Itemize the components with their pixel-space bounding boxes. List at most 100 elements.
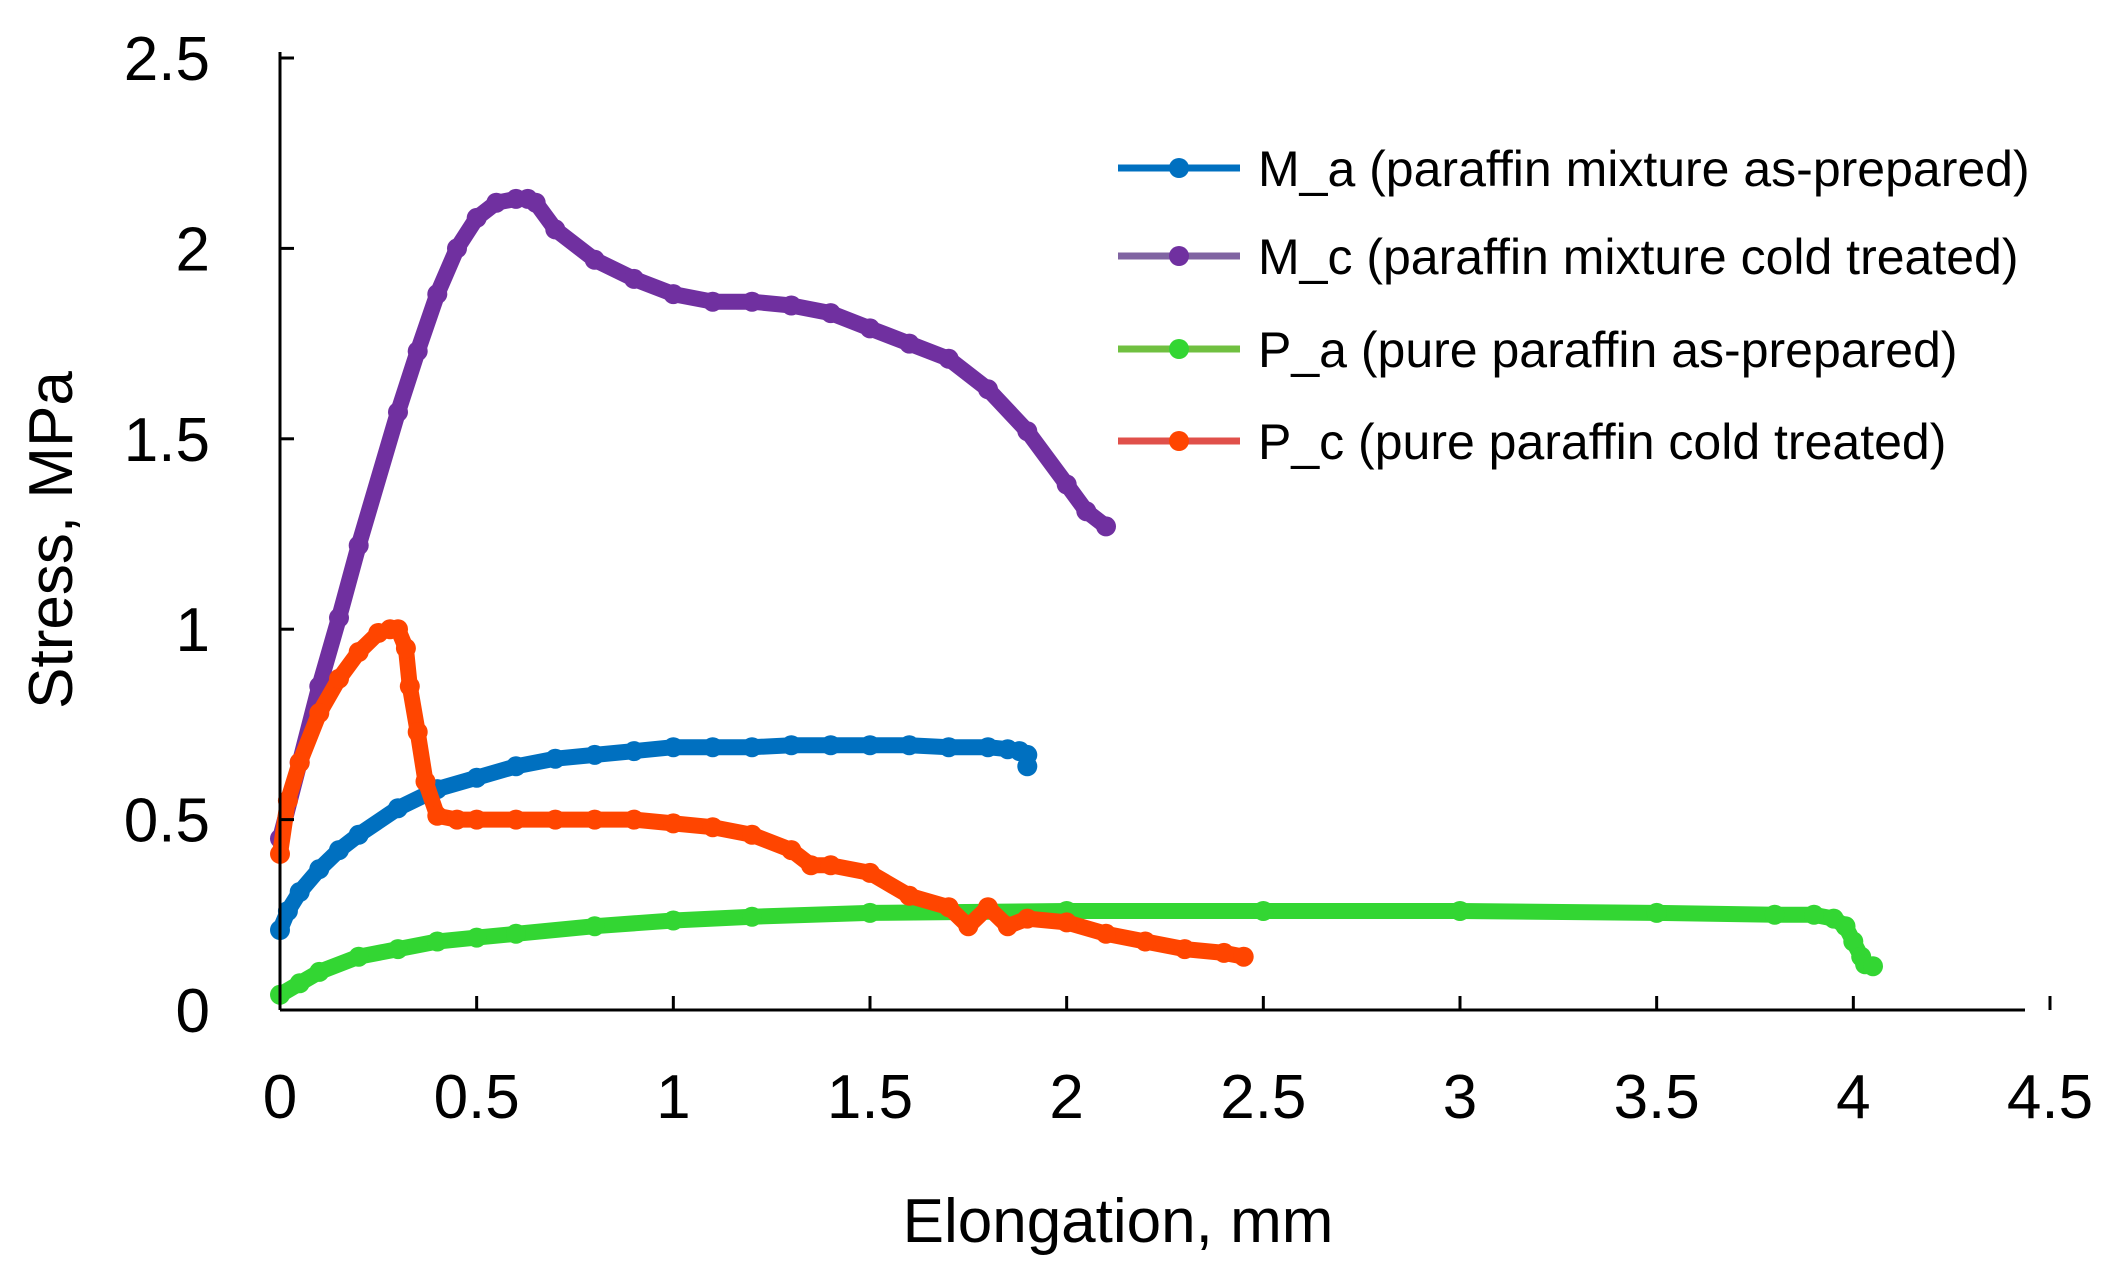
data-point-p-c xyxy=(1214,942,1234,963)
data-point-m-c xyxy=(624,268,644,289)
data-point-p-c xyxy=(584,809,605,830)
data-point-p-c xyxy=(997,916,1018,937)
x-tick-label: 4 xyxy=(1836,1063,1870,1132)
legend-label-p-c: P_c (pure paraffin cold treated) xyxy=(1258,414,1946,470)
data-point-m-a xyxy=(329,840,349,861)
data-point-m-a xyxy=(624,741,644,762)
data-point-p-c xyxy=(624,809,644,830)
legend-marker-m-c xyxy=(1169,246,1189,266)
data-point-m-a xyxy=(1017,756,1038,777)
data-point-m-a xyxy=(663,737,684,758)
x-tick-label: 3 xyxy=(1443,1063,1477,1132)
data-point-p-c xyxy=(277,790,298,811)
data-point-m-c xyxy=(525,192,546,213)
data-point-m-c xyxy=(486,192,507,213)
data-point-m-c xyxy=(388,402,408,423)
data-point-m-a xyxy=(388,798,408,819)
data-point-p-a xyxy=(742,906,762,927)
data-point-p-c xyxy=(395,638,416,659)
data-point-m-a xyxy=(506,756,526,777)
x-tick-label: 0 xyxy=(263,1063,297,1132)
data-point-p-a xyxy=(1835,916,1856,937)
data-point-p-c xyxy=(399,676,420,697)
data-point-m-c xyxy=(407,341,428,362)
data-point-p-a xyxy=(1804,904,1824,925)
data-point-m-c xyxy=(447,238,467,259)
ticks-layer: 0 0.5 1 1.5 2 2.5 3 3.5 4 4.5 0 0.5 1 1.5 2 2.5 xyxy=(124,25,2093,1132)
data-point-m-c xyxy=(702,291,723,312)
legend-label-p-a: P_a (pure paraffin as-prepared) xyxy=(1258,322,1958,378)
data-point-m-a xyxy=(466,767,487,788)
data-point-p-a xyxy=(309,961,330,982)
data-point-m-a xyxy=(742,737,762,758)
data-point-p-c xyxy=(1056,912,1077,933)
data-point-p-a xyxy=(1764,904,1785,925)
data-point-p-c xyxy=(447,809,467,830)
data-point-p-a xyxy=(289,973,310,994)
data-point-p-a xyxy=(584,916,605,937)
data-point-m-c xyxy=(545,219,566,240)
data-point-m-c xyxy=(781,295,802,316)
data-point-p-c xyxy=(978,897,998,918)
data-point-m-c xyxy=(348,535,369,556)
data-point-p-a xyxy=(663,910,684,931)
x-tick-label: 1 xyxy=(656,1063,690,1132)
data-point-p-a xyxy=(388,939,408,960)
data-point-p-c xyxy=(388,619,408,640)
data-point-p-a xyxy=(348,946,369,967)
data-point-m-c xyxy=(938,348,959,369)
data-point-p-c xyxy=(407,722,428,742)
data-point-p-a xyxy=(506,923,526,944)
x-tick-label: 1.5 xyxy=(827,1063,913,1132)
y-tick-label: 0.5 xyxy=(124,787,210,856)
data-point-m-a xyxy=(820,735,841,756)
data-point-m-a xyxy=(309,859,330,880)
data-point-m-a xyxy=(584,744,605,765)
data-point-m-c xyxy=(978,379,998,400)
series-p-c xyxy=(270,619,1254,967)
data-point-m-c xyxy=(427,284,448,305)
data-point-p-c xyxy=(329,668,349,689)
data-point-m-c xyxy=(663,284,684,305)
legend-marker-p-a xyxy=(1169,339,1189,359)
data-point-m-a xyxy=(781,735,802,756)
data-point-p-c xyxy=(348,642,369,662)
data-point-m-a xyxy=(545,748,566,769)
series-p-a xyxy=(270,901,1883,1005)
data-point-m-a xyxy=(348,824,369,845)
data-point-p-c xyxy=(1174,939,1195,960)
data-point-p-a xyxy=(1253,901,1274,921)
data-point-p-c xyxy=(958,916,979,937)
data-point-m-a xyxy=(978,737,998,758)
legend-marker-m-a xyxy=(1169,158,1189,178)
legend-label-m-a: M_a (paraffin mixture as-prepared) xyxy=(1258,141,2030,197)
data-point-m-a xyxy=(899,735,920,756)
axes xyxy=(278,52,2025,1012)
data-point-m-c xyxy=(1096,516,1116,537)
y-tick-label: 1 xyxy=(176,596,210,665)
data-point-m-c xyxy=(742,291,762,312)
data-point-p-c xyxy=(742,824,762,845)
data-point-p-c xyxy=(801,855,821,876)
data-point-p-a xyxy=(1843,931,1864,952)
data-point-p-c xyxy=(506,809,526,830)
data-point-p-a xyxy=(1646,902,1667,923)
legend-marker-p-c xyxy=(1169,431,1189,451)
data-point-m-a xyxy=(860,735,880,756)
legend-item-m-a: M_a (paraffin mixture as-prepared) xyxy=(1118,141,2030,197)
data-point-p-c xyxy=(860,862,880,883)
data-point-p-c xyxy=(938,897,959,918)
data-point-p-c xyxy=(899,885,920,906)
data-point-m-c xyxy=(1076,501,1097,522)
data-point-p-c xyxy=(427,805,448,826)
data-point-p-c xyxy=(1017,908,1038,929)
data-point-m-c xyxy=(860,318,880,339)
data-point-m-a xyxy=(289,882,310,902)
x-tick-label: 3.5 xyxy=(1614,1063,1700,1132)
data-point-m-a xyxy=(277,901,298,921)
y-axis-title: Stress, MPa xyxy=(17,371,86,709)
y-tick-label: 1.5 xyxy=(124,406,210,475)
y-tick-label: 2.5 xyxy=(124,25,210,94)
series-layer xyxy=(270,188,1883,1005)
